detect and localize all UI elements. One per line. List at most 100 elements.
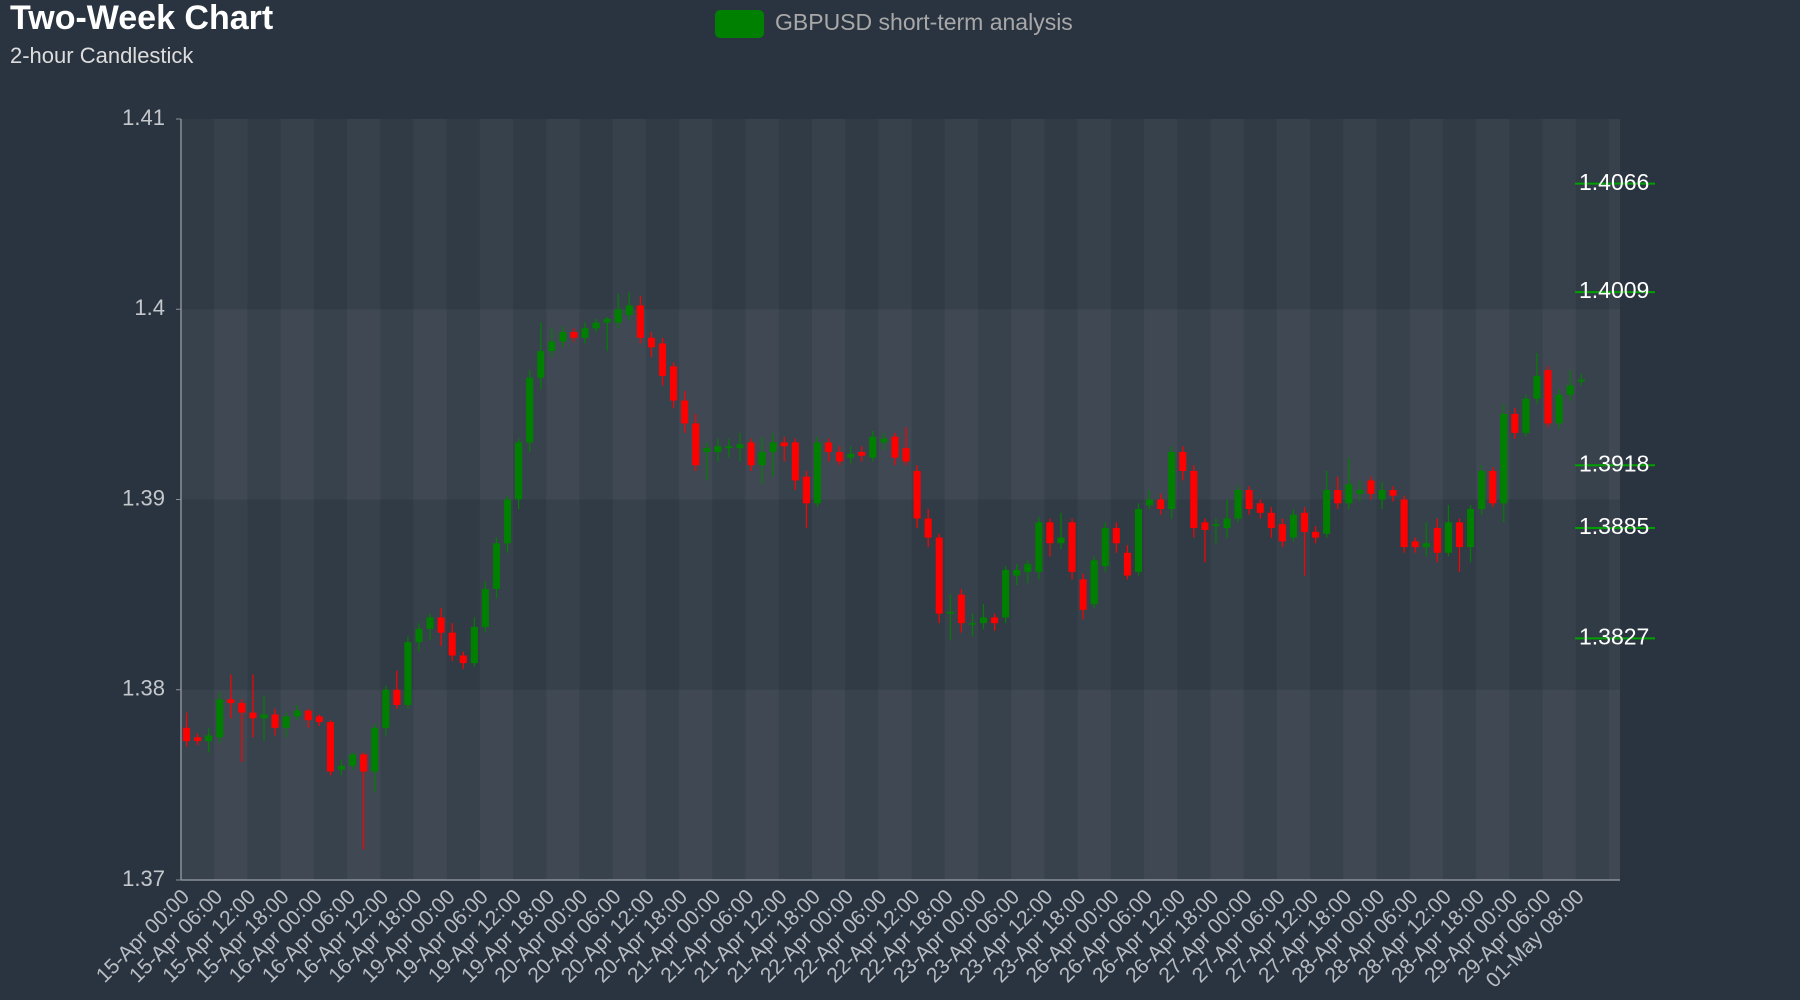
column-stripe — [878, 119, 911, 880]
candle-body — [216, 699, 224, 738]
candle-body — [647, 337, 655, 348]
candle-body — [1179, 451, 1187, 471]
candle-body — [736, 444, 744, 449]
candle-body — [658, 343, 667, 376]
level-label: 1.3918 — [1579, 450, 1649, 476]
column-stripe — [1078, 119, 1111, 880]
candle-body — [326, 722, 334, 772]
candle-body — [1168, 451, 1176, 510]
candle-body — [769, 442, 777, 452]
candle-body — [360, 754, 368, 772]
candle-body — [1345, 484, 1353, 504]
candle-body — [1256, 503, 1264, 513]
column-stripe — [679, 119, 712, 880]
candle-body — [426, 617, 434, 629]
candle-body — [780, 442, 788, 447]
candle-body — [1367, 480, 1375, 494]
candle-body — [847, 453, 855, 458]
candle-body — [293, 710, 301, 717]
candle-body — [260, 714, 268, 719]
candle-body — [957, 594, 965, 624]
candle-body — [1101, 528, 1109, 567]
candle-body — [581, 328, 589, 338]
candle-body — [504, 499, 512, 544]
chart-title: Two-Week Chart — [10, 0, 273, 37]
candle-body — [1577, 379, 1585, 382]
candle-body — [902, 448, 910, 462]
candle-body — [1566, 385, 1574, 395]
level-label: 1.3827 — [1579, 623, 1649, 649]
column-stripe — [214, 119, 247, 880]
column-stripe — [1410, 119, 1443, 880]
candle-body — [636, 305, 644, 338]
column-stripe — [746, 119, 779, 880]
candle-body — [968, 623, 976, 625]
y-tick-label: 1.41 — [122, 105, 165, 130]
legend-label[interactable]: GBPUSD short-term analysis — [775, 9, 1073, 35]
candle-body — [1323, 489, 1331, 534]
candle-body — [1422, 543, 1430, 548]
candle-body — [1123, 552, 1131, 576]
column-stripe — [1277, 119, 1310, 880]
candle-body — [692, 423, 700, 466]
candle-body — [537, 351, 545, 378]
candle-body — [437, 617, 445, 633]
candle-body — [182, 727, 191, 742]
candle-body — [1190, 470, 1198, 529]
candle-body — [559, 332, 567, 342]
candle-body — [393, 689, 401, 705]
candle-body — [1411, 541, 1419, 548]
candle-body — [1046, 522, 1054, 544]
candle-body — [1467, 509, 1475, 548]
candle-body — [492, 543, 501, 589]
candle-body — [282, 716, 290, 728]
y-tick-label: 1.38 — [122, 676, 165, 701]
candle-body — [1533, 375, 1541, 399]
y-tick-label: 1.37 — [122, 866, 165, 891]
level-label: 1.3885 — [1579, 513, 1649, 539]
candle-body — [791, 442, 799, 481]
candle-body — [205, 735, 213, 742]
chart-subtitle: 2-hour Candlestick — [10, 43, 194, 68]
candle-body — [1035, 522, 1043, 572]
legend-swatch[interactable] — [715, 10, 764, 38]
candle-body — [1112, 528, 1120, 544]
y-tick-label: 1.39 — [122, 485, 165, 510]
candle-body — [1267, 512, 1275, 529]
candle-body — [415, 628, 423, 643]
candle-body — [802, 476, 810, 504]
candle-body — [1300, 512, 1309, 532]
candle-body — [836, 451, 844, 462]
candle-body — [813, 442, 822, 504]
level-label: 1.4066 — [1579, 169, 1649, 195]
candle-body — [825, 442, 833, 452]
candle-body — [1455, 522, 1464, 548]
candle-body — [1090, 560, 1098, 605]
candle-body — [227, 699, 235, 704]
candle-body — [349, 754, 357, 766]
candle-body — [515, 442, 523, 500]
candle-body — [1223, 518, 1231, 529]
candle-body — [1057, 537, 1065, 544]
candle-body — [1013, 569, 1021, 576]
candle-body — [1511, 413, 1519, 433]
column-stripe — [945, 119, 978, 880]
candle-body — [1555, 394, 1563, 424]
candle-body — [1289, 514, 1297, 538]
candle-body — [924, 518, 932, 538]
candle-body — [979, 617, 988, 624]
candle-body — [271, 714, 279, 728]
candle-body — [1278, 524, 1286, 542]
candle-body — [1500, 413, 1508, 504]
candle-body — [714, 446, 722, 452]
grid-band — [181, 689, 1620, 880]
column-stripe — [613, 119, 646, 880]
candle-body — [1433, 528, 1441, 553]
candle-body — [670, 366, 678, 401]
candle-body — [991, 617, 999, 624]
candle-body — [1146, 499, 1154, 506]
candle-body — [1544, 370, 1552, 424]
column-stripe — [413, 119, 446, 880]
